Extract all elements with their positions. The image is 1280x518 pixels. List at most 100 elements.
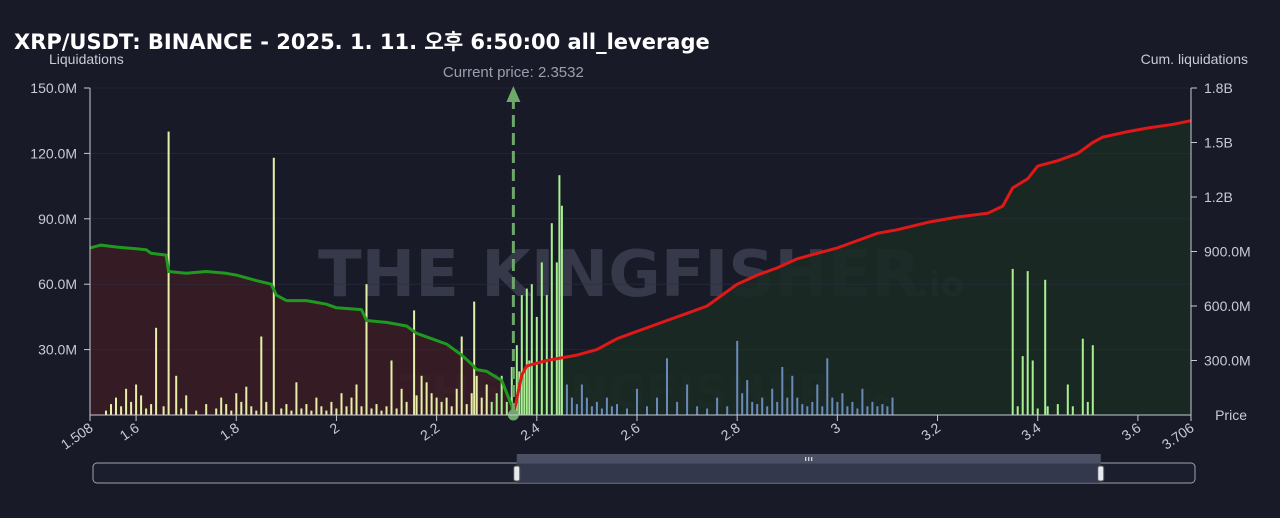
liquidation-bar [766, 406, 769, 415]
liquidation-bar [871, 401, 874, 415]
liquidation-bar [295, 382, 298, 415]
x-tick-label: 2.4 [517, 419, 542, 443]
liquidation-bar [167, 131, 170, 415]
x-tick-label: 2.8 [718, 419, 743, 443]
liquidation-bar [1046, 406, 1049, 415]
liquidation-bar [400, 388, 403, 415]
liquidation-bar [435, 397, 438, 415]
x-axis-title: Price [1215, 407, 1247, 423]
liquidation-bar [515, 345, 518, 415]
y-tick-label-left: 150.0M [30, 80, 77, 96]
liquidation-bar [300, 408, 303, 415]
y-axis-title-left: Liquidations [49, 51, 124, 67]
liquidation-bar [355, 384, 358, 415]
liquidation-bar [280, 408, 283, 415]
liquidation-bar [600, 408, 603, 415]
liquidation-bar [1056, 404, 1059, 415]
liquidation-bar [1031, 360, 1034, 415]
cumulative-lines [89, 119, 1192, 416]
liquidation-bar [215, 408, 218, 415]
liquidation-bar [626, 408, 628, 415]
y-axis-title-right: Cum. liquidations [1141, 51, 1248, 67]
liquidation-bar [781, 367, 784, 415]
liquidation-bar [1021, 356, 1024, 415]
liquidation-bar [726, 406, 729, 415]
liquidation-bar [686, 384, 689, 415]
liquidation-bar [365, 284, 368, 415]
liquidation-bar [315, 397, 318, 415]
liquidation-bar [786, 397, 789, 415]
liquidation-bar [420, 375, 423, 415]
liquidation-bar [125, 388, 128, 415]
range-slider-window[interactable] [516, 463, 1101, 483]
liquidation-bar [736, 340, 739, 415]
liquidation-bar [751, 401, 754, 415]
liquidation-bar [250, 406, 253, 415]
liquidation-bar [1086, 401, 1089, 415]
liquidation-bar [413, 310, 416, 415]
current-price-arrow [506, 86, 521, 102]
x-tick-label: 2.6 [618, 419, 643, 443]
liquidation-bar [162, 406, 165, 415]
liquidation-bar [480, 397, 483, 415]
liquidation-bar [240, 401, 243, 415]
x-tick-label: 3.4 [1018, 419, 1043, 443]
liquidation-bar [185, 395, 188, 415]
liquidation-bar [325, 410, 328, 415]
liquidation-bar [105, 410, 107, 415]
cumulative-fills [90, 120, 1191, 415]
liquidation-bar [425, 382, 428, 415]
liquidation-bar [1026, 271, 1029, 415]
liquidation-bar [841, 393, 844, 415]
range-slider-handle-left[interactable] [513, 465, 521, 482]
liquidation-bar [1036, 408, 1039, 415]
liquidation-bar [826, 358, 829, 415]
y-tick-label-right: 300.0M [1204, 353, 1251, 369]
liquidation-bar [180, 408, 183, 415]
liquidation-bar [821, 406, 824, 415]
liquidation-bar [876, 406, 879, 415]
range-slider [92, 454, 1196, 484]
range-slider-handle-right[interactable] [1097, 465, 1105, 482]
liquidation-bar [1044, 279, 1047, 415]
liquidation-bar [225, 404, 228, 415]
x-tick-label: 1.508 [58, 419, 96, 452]
liquidation-bar [545, 295, 548, 415]
liquidation-bar [360, 406, 363, 415]
y-tick-label-right: 1.5B [1204, 135, 1233, 151]
liquidation-bar [370, 408, 373, 415]
liquidation-bar [455, 388, 458, 415]
liquidation-bar [816, 384, 819, 415]
current-price-label: Current price: 2.3532 [443, 64, 584, 81]
liquidation-bar [756, 404, 759, 415]
liquidation-bar [255, 410, 258, 415]
liquidation-bar [570, 397, 573, 415]
liquidation-bar [385, 406, 388, 415]
y-tick-label-right: 900.0M [1204, 244, 1251, 260]
liquidation-bar [528, 360, 531, 415]
x-tick-label: 2.2 [417, 419, 442, 443]
liquidation-bar [761, 397, 764, 415]
liquidation-bar [470, 393, 473, 415]
y-tick-label-left: 30.0M [38, 342, 77, 358]
liquidation-bar [130, 401, 133, 415]
x-tick-label: 3.706 [1159, 419, 1197, 452]
liquidation-bar [706, 408, 709, 415]
liquidation-bar [881, 404, 884, 415]
liquidation-bar [590, 406, 593, 415]
x-tick-label: 2 [327, 419, 343, 437]
liquidation-bar [636, 388, 638, 415]
x-tick-label: 1.6 [117, 419, 142, 443]
chart-title: XRP/USDT: BINANCE - 2025. 1. 11. 오후 6:50… [14, 30, 710, 54]
liquidation-bar [475, 375, 478, 415]
liquidation-bar [560, 205, 563, 415]
liquidation-bar [555, 262, 558, 415]
liquidation-bar [305, 404, 308, 415]
liquidation-bar [145, 408, 148, 415]
liquidation-bar [473, 301, 476, 415]
liquidation-bar [405, 401, 408, 415]
short-cum-line [511, 119, 1192, 416]
y-tick-label-right: 1.2B [1204, 189, 1233, 205]
liquidation-bar [523, 371, 526, 415]
liquidation-bar [120, 406, 123, 415]
